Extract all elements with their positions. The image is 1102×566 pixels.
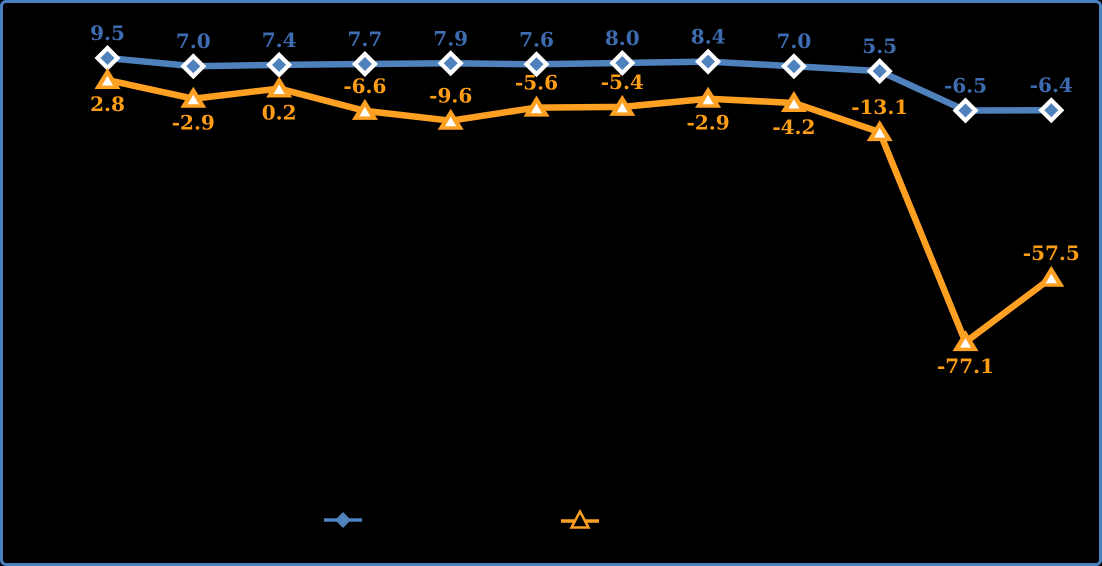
series-2-data-label: -77.1 <box>937 354 994 378</box>
series-2-marker-core <box>874 128 886 138</box>
series-2-data-label: -57.5 <box>1023 241 1080 265</box>
series-2-marker-core <box>187 94 199 105</box>
series-2-marker-core <box>445 116 457 127</box>
series-2-marker-core <box>702 94 714 105</box>
series-1-data-label: 7.9 <box>433 26 468 50</box>
series-2-line <box>104 76 1055 346</box>
series-2-data-label: -9.6 <box>429 84 472 108</box>
series-2-polyline <box>104 76 1055 346</box>
series-2-data-label: -2.9 <box>687 111 730 135</box>
series-2-marker-core <box>960 338 971 348</box>
series-2-data-label: 2.8 <box>90 92 125 116</box>
series-1-marker-core <box>786 59 801 74</box>
series-2-marker-core <box>102 76 113 86</box>
series-1-data-label: 7.7 <box>348 27 383 51</box>
series-1-data-label: 8.0 <box>605 26 640 50</box>
series-1-marker-core <box>357 56 372 71</box>
series-1-marker-core <box>186 59 201 74</box>
series-1-marker-core <box>615 55 630 70</box>
series-1-marker-core <box>272 57 287 72</box>
series-2-data-label: 0.2 <box>262 101 297 125</box>
legend-item-series-2[interactable] <box>561 508 599 529</box>
series-2-marker-core <box>616 102 628 113</box>
series-1-data-label: 8.4 <box>691 25 726 49</box>
legend-diamond-icon <box>335 512 351 528</box>
series-1-marker-core <box>529 57 544 72</box>
series-1-data-label: 5.5 <box>862 34 897 58</box>
series-1-line <box>104 54 1055 114</box>
series-2-data-label: -2.9 <box>172 111 215 135</box>
legend-triangle-icon <box>569 508 591 529</box>
series-1-marker-core <box>1044 103 1059 118</box>
series-2-data-label: -13.1 <box>851 95 908 119</box>
series-2-data-label: -4.2 <box>772 115 815 139</box>
series-2-marker-core <box>1045 273 1057 284</box>
series-2-data-label: -5.6 <box>515 71 558 95</box>
series-2-data-label: -6.6 <box>343 74 386 98</box>
series-1-marker-core <box>443 56 458 71</box>
series-2-markers <box>94 68 1065 352</box>
series-2-data-labels: 2.8 -2.9 0.2 -6.6 -9.6 -5.6 -5.4 -2.9 -4.2 -13.1 -… <box>90 70 1080 378</box>
series-2-marker-core <box>788 98 800 109</box>
legend-item-series-1[interactable] <box>324 512 362 528</box>
series-2-data-label: -5.4 <box>601 70 644 94</box>
series-1-data-label: 7.6 <box>519 27 554 51</box>
series-1-data-label: 9.5 <box>90 21 125 45</box>
series-2-marker-core <box>359 106 371 117</box>
legend <box>324 508 599 529</box>
line-chart: 9.5 7.0 7.4 7.7 7.9 7.6 8.0 8.4 7.0 5.5-6.5 -6.42.… <box>90 21 1080 529</box>
series-1-data-label: -6.4 <box>1030 73 1073 97</box>
series-1-data-labels: 9.5 7.0 7.4 7.7 7.9 7.6 8.0 8.4 7.0 5.5 -6.5 -6.4 <box>90 21 1073 97</box>
series-1-polyline <box>104 54 1055 114</box>
series-1-markers <box>94 45 1065 124</box>
series-1-marker-core <box>701 54 716 69</box>
series-1-marker-core <box>958 103 973 118</box>
series-1-data-label: 7.0 <box>777 29 812 53</box>
series-1-data-label: -6.5 <box>944 74 987 98</box>
series-1-marker-core <box>100 51 115 66</box>
series-1-data-label: 7.0 <box>176 29 211 53</box>
series-1-data-label: 7.4 <box>262 28 297 52</box>
series-2-marker-core <box>531 103 542 114</box>
series-2-marker-core <box>273 84 285 95</box>
series-1-marker-core <box>872 64 887 79</box>
